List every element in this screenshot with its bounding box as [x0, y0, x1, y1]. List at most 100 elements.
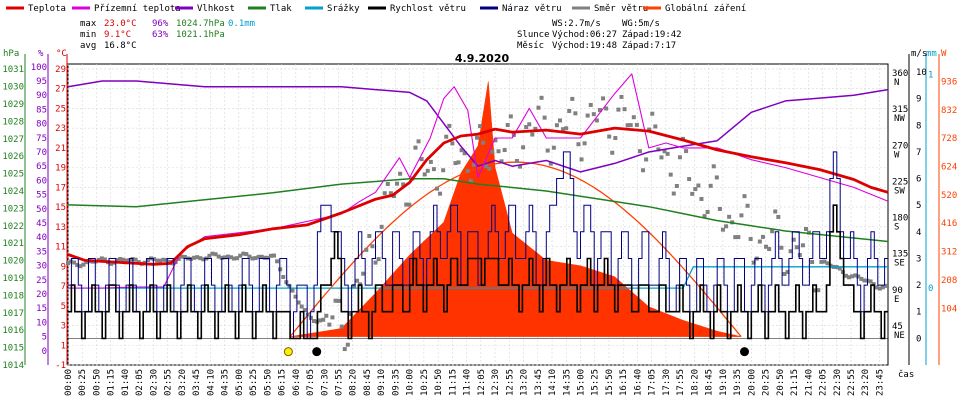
tick-pct: 45 [36, 219, 47, 229]
wind-dir-point [647, 127, 652, 132]
wind-dir-point [456, 160, 461, 165]
wind-dir-point [751, 260, 756, 265]
tick-hpa: 1029 [2, 100, 24, 110]
wind-dir-point [883, 283, 888, 288]
wind-dir-point [78, 264, 83, 269]
wind-dir-point [825, 261, 830, 266]
x-tick-label: 18:45 [705, 369, 715, 396]
wind-dir-point [121, 257, 126, 262]
wind-dir-point [656, 147, 661, 152]
stats-min-temp: 9.1°C [104, 30, 131, 40]
wind-dir-point [124, 258, 129, 263]
wind-dir-point [745, 203, 750, 208]
wind-dir-point [339, 324, 344, 329]
wind-dir-point [401, 182, 406, 187]
wind-dir-point [736, 235, 741, 240]
wind-dir-point [115, 258, 120, 263]
tick-dir-compass: SE [894, 259, 905, 269]
tick-pct: 35 [36, 247, 47, 257]
tick-pct: 5 [42, 333, 47, 343]
wind-dir-point [238, 253, 243, 258]
tick-dir-deg: 360 [892, 69, 908, 79]
x-tick-label: 02:30 [149, 369, 159, 396]
stats-avg-label: avg [80, 41, 96, 51]
wind-dir-point [290, 288, 295, 293]
wind-dir-point [582, 141, 587, 146]
wind-dir-point [579, 157, 584, 162]
tick-hpa: 1026 [2, 152, 24, 162]
tick-ms: 2 [916, 281, 921, 291]
wind-dir-point [361, 271, 366, 276]
tick-ms: 10 [916, 68, 927, 78]
x-tick-label: 23:20 [861, 369, 871, 396]
wind-dir-point [72, 260, 77, 265]
x-tick-label: 23:45 [875, 369, 885, 396]
axis-title-temp: °C [56, 49, 67, 59]
tick-hpa: 1017 [2, 309, 24, 319]
wind-dir-point [653, 124, 658, 129]
tick-pct: 60 [36, 176, 47, 186]
axis-title-hpa: hPa [3, 49, 19, 59]
wind-dir-point [554, 123, 559, 128]
wind-dir-point [376, 257, 381, 262]
x-tick-label: 02:55 [164, 369, 174, 396]
wind-dir-point [785, 269, 790, 274]
wind-dir-point [407, 202, 412, 207]
wind-dir-point [167, 259, 172, 264]
wind-dir-point [468, 178, 473, 183]
wind-dir-point [431, 167, 436, 172]
wind-dir-point [425, 168, 430, 173]
wind-dir-point [601, 96, 606, 101]
wind-dir-point [232, 256, 237, 261]
wind-dir-point [665, 151, 670, 156]
x-tick-label: 13:20 [520, 369, 530, 396]
wind-dir-point [727, 214, 732, 219]
legend-label-srazky: Srážky [327, 4, 360, 14]
wind-dir-point [259, 254, 264, 259]
wind-dir-point [773, 209, 778, 214]
tick-temp: 25 [55, 104, 66, 114]
x-tick-label: 04:35 [221, 369, 231, 396]
info-moon-rise: Východ:19:48 [552, 41, 617, 51]
wind-dir-point [272, 253, 277, 258]
wind-dir-point [438, 191, 443, 196]
wind-dir-point [607, 134, 612, 139]
wind-dir-point [760, 234, 765, 239]
x-tick-label: 17:55 [676, 369, 686, 396]
wind-dir-point [576, 142, 581, 147]
tick-dir-deg: 180 [892, 214, 908, 224]
wind-dir-point [213, 252, 218, 257]
wind-dir-point [696, 183, 701, 188]
wind-dir-point [880, 285, 885, 290]
tick-hpa: 1024 [2, 187, 24, 197]
wind-dir-point [720, 227, 725, 232]
wind-dir-point [66, 261, 70, 266]
tick-hpa: 1022 [2, 222, 24, 232]
tick-hpa: 1014 [2, 361, 24, 371]
tick-temp: 13 [55, 223, 66, 233]
wind-dir-point [804, 226, 808, 231]
wind-dir-point [219, 255, 224, 260]
x-tick-label: 12:55 [505, 369, 515, 396]
tick-hpa: 1030 [2, 83, 24, 93]
wind-dir-point [573, 111, 578, 116]
tick-hpa: 1027 [2, 135, 24, 145]
wind-dir-point [819, 259, 824, 264]
tick-pct: 85 [36, 105, 47, 115]
series-ground-temp [68, 73, 889, 289]
wind-dir-point [622, 107, 627, 112]
wind-dir-point [767, 247, 772, 252]
x-tick-label: 20:25 [762, 369, 772, 396]
tick-pct: 65 [36, 162, 47, 172]
x-tick-label: 14:35 [562, 369, 572, 396]
tick-ms: 3 [916, 254, 921, 264]
wind-dir-point [244, 252, 249, 257]
wind-dir-point [198, 256, 203, 261]
x-tick-label: 04:10 [206, 369, 216, 396]
wind-dir-point [330, 315, 335, 320]
wind-dir-point [102, 257, 107, 262]
tick-dir-compass: E [894, 295, 899, 305]
stats-max-temp: 23.0°C [104, 19, 137, 29]
tick-temp: -1 [55, 361, 66, 371]
legend-label-smer: Směr větru [594, 4, 648, 14]
